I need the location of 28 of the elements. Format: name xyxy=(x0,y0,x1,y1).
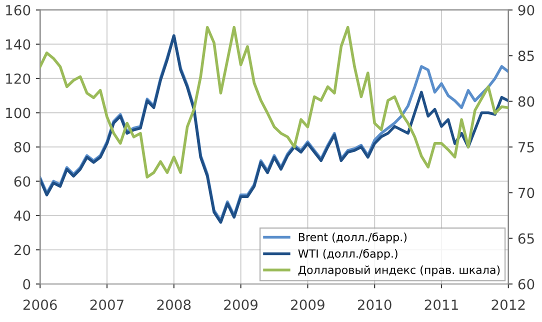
y2-tick-label: 60 xyxy=(518,278,534,290)
y-tick-label: 80 xyxy=(14,142,30,152)
x-tick-label: 2009 xyxy=(224,300,258,310)
y-tick-label: 100 xyxy=(6,108,30,118)
y-tick-label: 160 xyxy=(6,4,30,16)
y-tick-label: 0 xyxy=(23,278,30,290)
y-tick-label: 120 xyxy=(6,73,30,84)
y-tick-label: 40 xyxy=(14,210,30,221)
y2-tick-label: 80 xyxy=(518,96,534,107)
y2-tick-label: 75 xyxy=(518,142,534,152)
x-tick-label: 2011 xyxy=(424,300,458,310)
x-tick-label: 2007 xyxy=(90,300,124,310)
y2-tick-label: 85 xyxy=(518,50,534,62)
y2-tick-label: 65 xyxy=(518,233,534,244)
legend-label: WTI (долл./барр.) xyxy=(298,248,398,260)
x-tick-label: 2009 xyxy=(291,300,324,310)
x-tick-label: 2006 xyxy=(23,300,57,310)
legend-label: Долларовый индекс (прав. шкала) xyxy=(298,265,500,276)
y2-tick-label: 70 xyxy=(518,188,534,198)
x-tick-label: 2010 xyxy=(358,300,392,310)
x-tick-label: 2012 xyxy=(492,300,525,310)
x-tick-label: 2008 xyxy=(157,300,191,310)
legend-label: Brent (долл./барр.) xyxy=(298,232,407,244)
y-tick-label: 140 xyxy=(6,39,30,50)
y-tick-label: 60 xyxy=(14,176,30,187)
line-series xyxy=(40,26,508,179)
y-tick-label: 20 xyxy=(14,244,30,256)
y2-tick-label: 90 xyxy=(518,4,534,16)
